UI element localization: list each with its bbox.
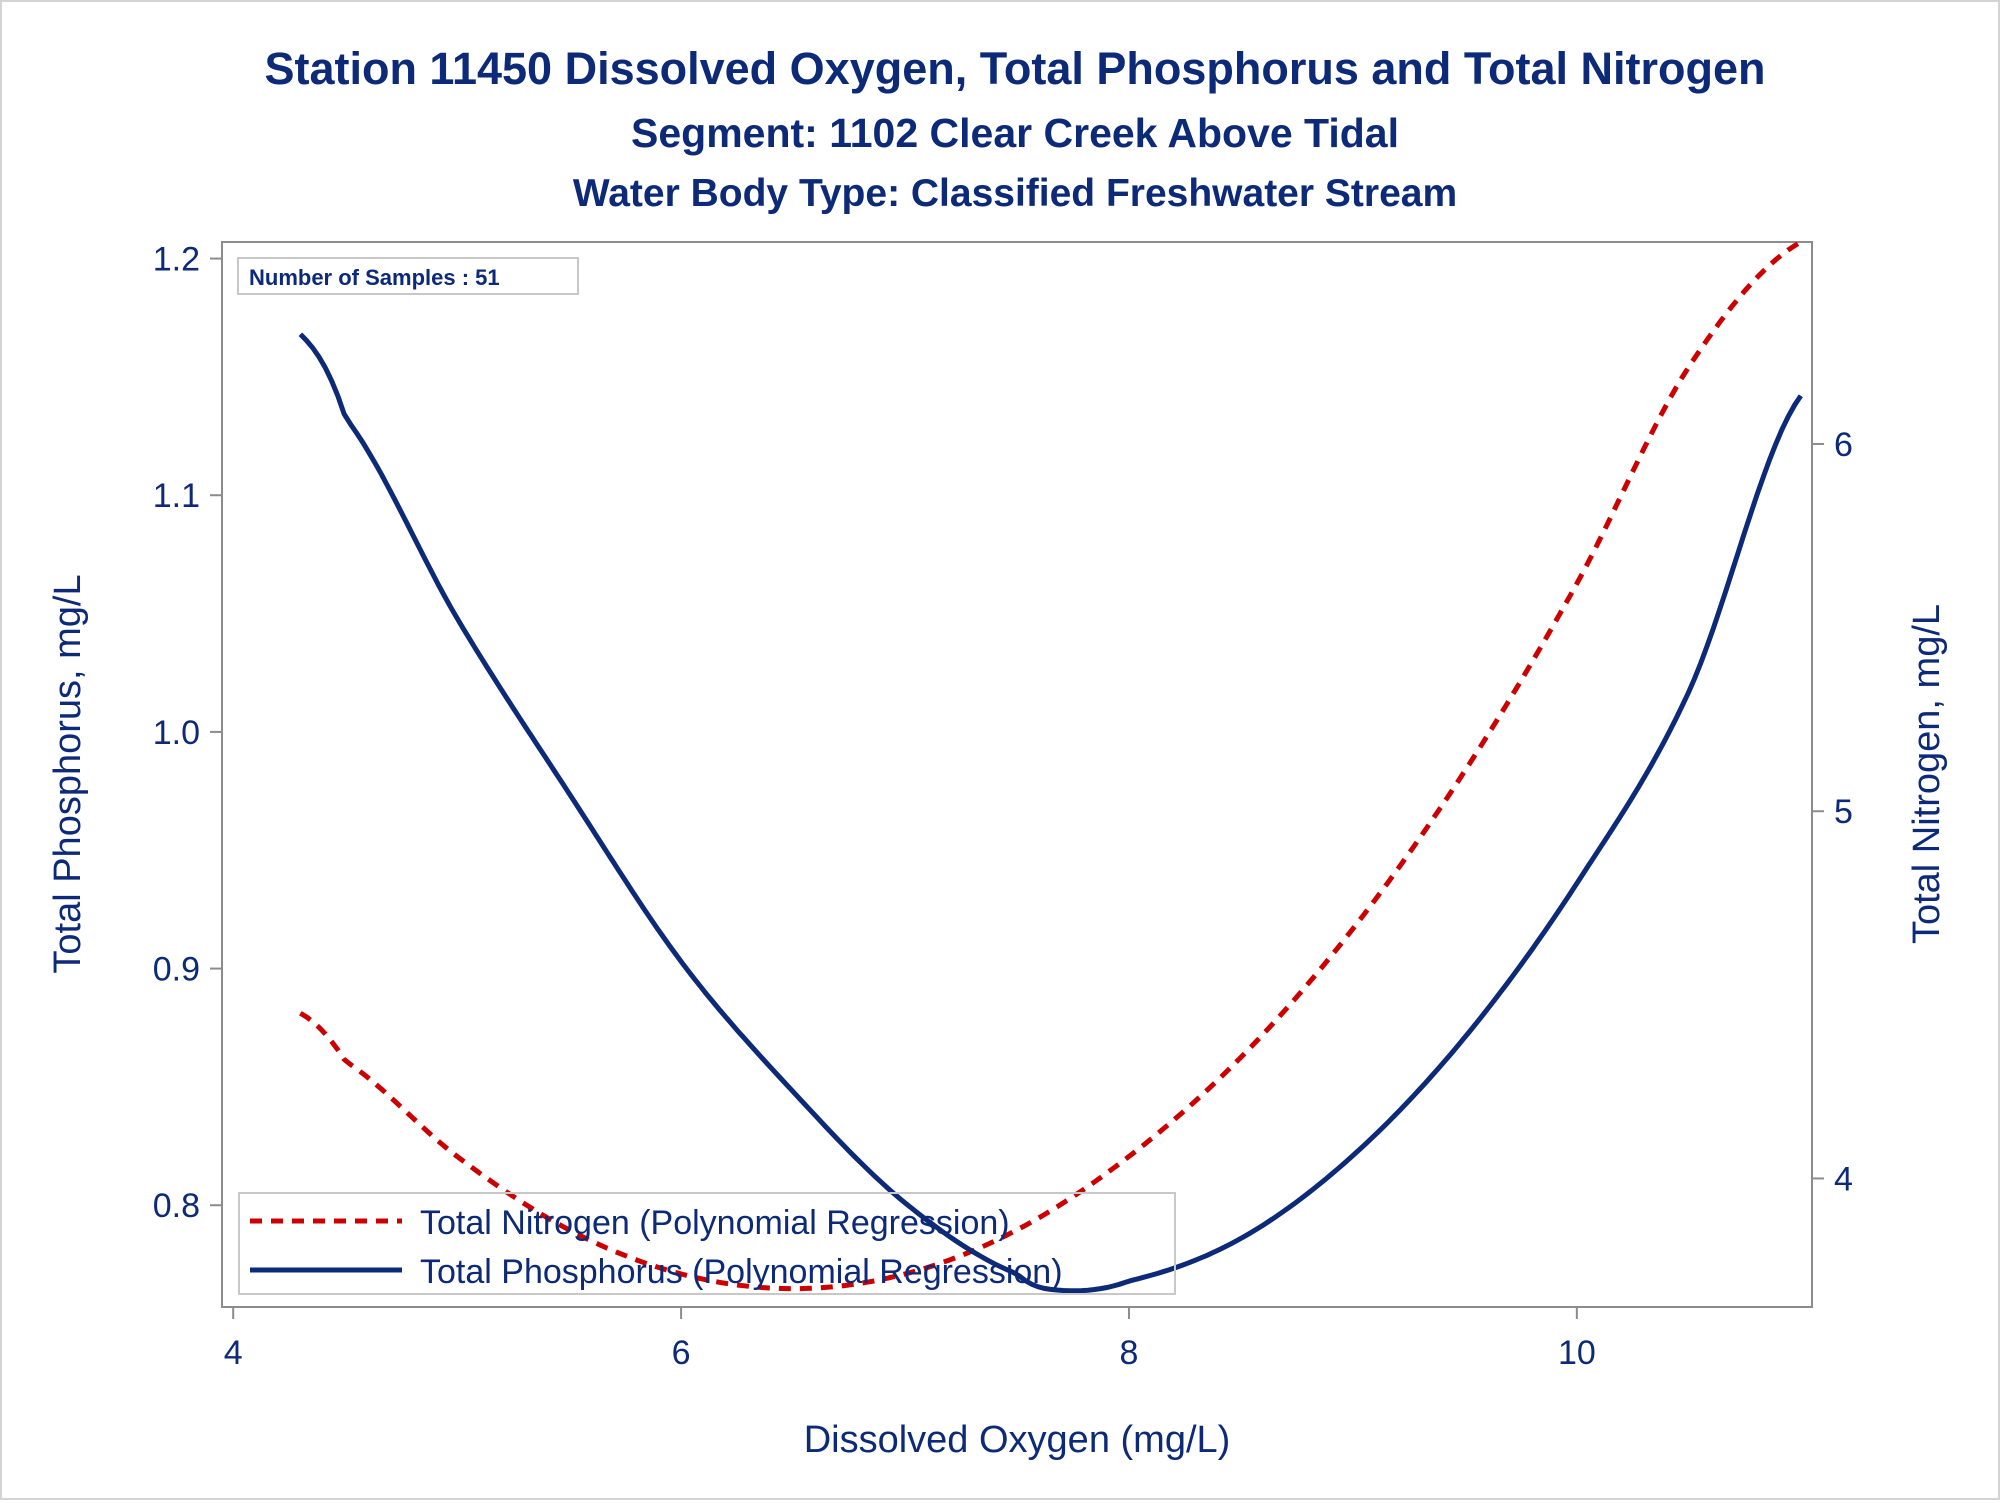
x-axis-label: Dissolved Oxygen (mg/L) [804, 1419, 1231, 1461]
chart-title: Station 11450 Dissolved Oxygen, Total Ph… [264, 43, 1765, 94]
y-tick-label: 1.2 [153, 241, 200, 279]
legend-label-nitrogen: Total Nitrogen (Polynomial Regression) [420, 1204, 1010, 1242]
y-tick-label: 0.9 [153, 951, 200, 989]
x-tick-label: 10 [1558, 1334, 1596, 1372]
x-tick-label: 8 [1120, 1334, 1139, 1372]
x-tick-label: 6 [672, 1334, 691, 1372]
legend-box [238, 1192, 1176, 1295]
y2-axis-label: Total Nitrogen, mg/L [1906, 604, 1948, 944]
phosphorus-series-line [298, 332, 1803, 1294]
x-axis-ticks: 4 6 8 10 [224, 1307, 1596, 1372]
y-tick-label: 1.0 [153, 714, 200, 752]
y2-axis-ticks: 4 5 6 [1812, 426, 1853, 1198]
nitrogen-series-line [299, 239, 1803, 1292]
sample-count-label: Number of Samples : 51 [249, 265, 500, 290]
plot-area [221, 241, 1813, 1308]
sample-count-box [237, 257, 579, 295]
chart-subtitle: Segment: 1102 Clear Creek Above Tidal [631, 110, 1399, 156]
y-tick-label: 1.1 [153, 477, 200, 515]
chart-subtitle-2: Water Body Type: Classified Freshwater S… [573, 172, 1457, 215]
y2-tick-label: 6 [1834, 426, 1853, 464]
series-layer [298, 239, 1803, 1294]
y-axis-ticks: 0.8 0.9 1.0 1.1 1.2 [153, 241, 222, 1225]
x-tick-label: 4 [224, 1334, 243, 1372]
y2-tick-label: 4 [1834, 1160, 1853, 1198]
y-axis-label: Total Phosphorus, mg/L [47, 574, 89, 973]
y2-tick-label: 5 [1834, 793, 1853, 831]
y-tick-label: 0.8 [153, 1187, 200, 1225]
legend: Total Nitrogen (Polynomial Regression) T… [238, 1192, 1176, 1295]
legend-label-phosphorus: Total Phosphorus (Polynomial Regression) [420, 1253, 1063, 1291]
